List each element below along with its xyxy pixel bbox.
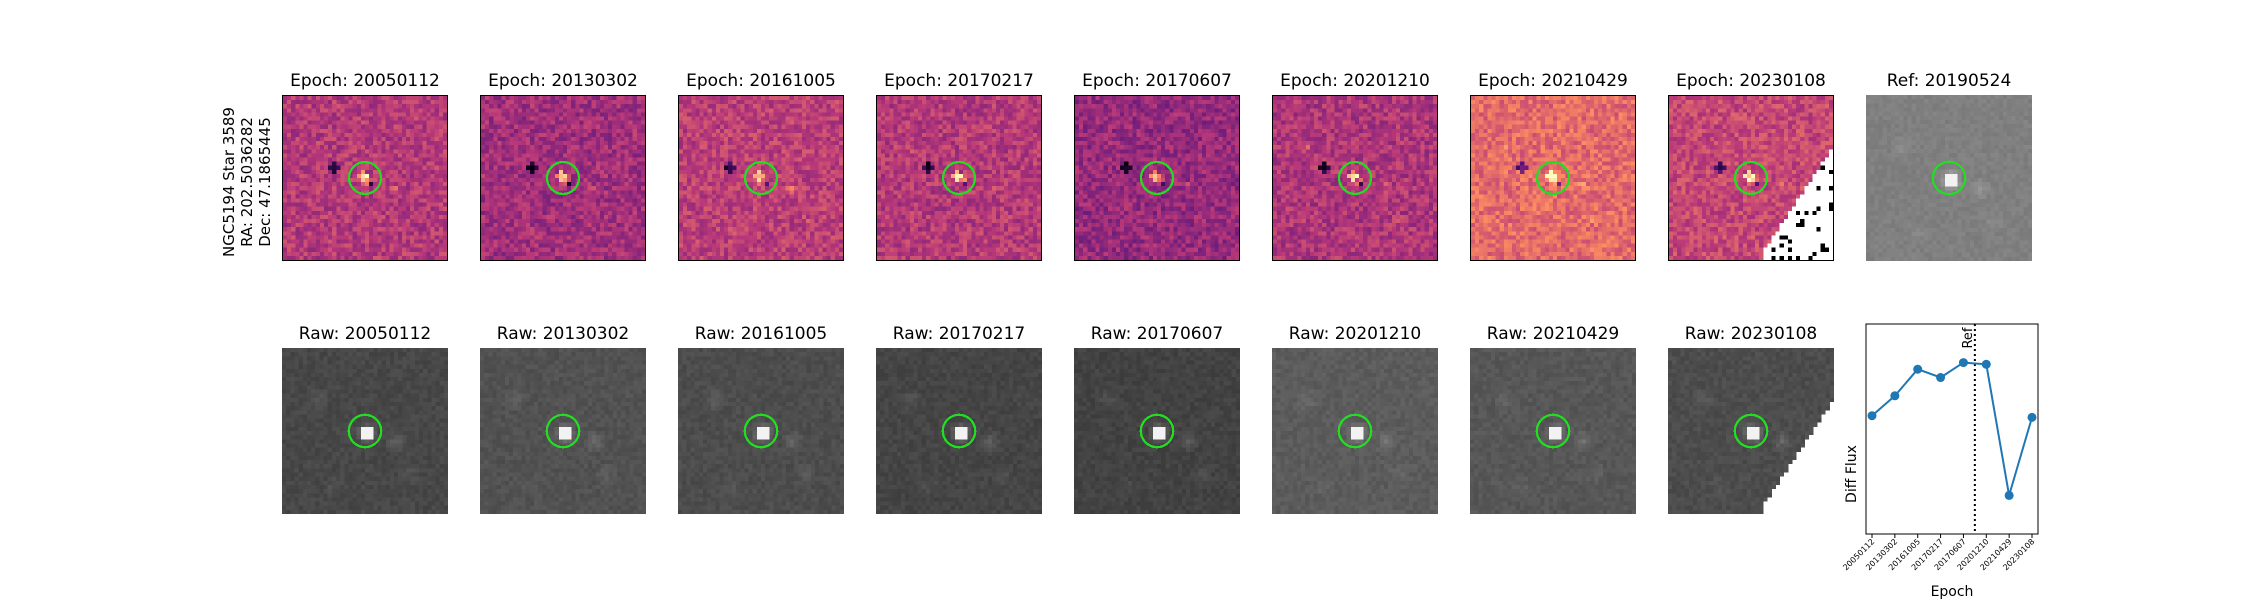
diff-flux-series-line [1872, 363, 2032, 496]
raw-panel-5-image [1272, 348, 1438, 514]
raw-panel-6-title: Raw: 20210429 [1443, 324, 1663, 344]
diff-panel-6-title: Epoch: 20210429 [1443, 71, 1663, 91]
raw-panel-5 [1272, 348, 1438, 514]
diff-panel-0 [282, 95, 448, 261]
raw-panel-3 [876, 348, 1042, 514]
raw-panel-3-title: Raw: 20170217 [849, 324, 1069, 344]
diff-panel-7-image [1669, 96, 1833, 260]
ref-panel [1866, 95, 2032, 261]
data-point-20130302 [1890, 391, 1899, 400]
chart-axes-frame [1866, 324, 2038, 534]
star-name: NGC5194 Star 3589 [220, 102, 238, 262]
ref-panel-title: Ref: 20190524 [1839, 71, 2059, 91]
raw-panel-4-title: Raw: 20170607 [1047, 324, 1267, 344]
ref-panel-image [1866, 95, 2032, 261]
raw-panel-2-image [678, 348, 844, 514]
raw-panel-4 [1074, 348, 1240, 514]
raw-panel-4-image [1074, 348, 1240, 514]
raw-panel-7-image [1668, 348, 1834, 514]
data-point-20230108 [2028, 413, 2037, 422]
y-axis-label: Diff Flux [1844, 445, 1860, 503]
light-curve-svg: Ref2005011220130302201610052017021720170… [1862, 324, 2042, 600]
diff-panel-0-image [283, 96, 447, 260]
diff-panel-3-image [877, 96, 1041, 260]
diff-panel-2 [678, 95, 844, 261]
diff-panel-6-image [1471, 96, 1635, 260]
diff-panel-5-image [1273, 96, 1437, 260]
data-point-20050112 [1868, 411, 1877, 420]
diff-panel-1-title: Epoch: 20130302 [453, 71, 673, 91]
data-point-20201210 [1982, 360, 1991, 369]
raw-panel-3-image [876, 348, 1042, 514]
diff-panel-5-title: Epoch: 20201210 [1245, 71, 1465, 91]
raw-panel-2 [678, 348, 844, 514]
raw-panel-0-title: Raw: 20050112 [255, 324, 475, 344]
diff-panel-4-title: Epoch: 20170607 [1047, 71, 1267, 91]
raw-panel-1-image [480, 348, 646, 514]
data-point-20161005 [1913, 365, 1922, 374]
raw-panel-1 [480, 348, 646, 514]
diff-panel-7-title: Epoch: 20230108 [1641, 71, 1861, 91]
diff-panel-1-image [481, 96, 645, 260]
diff-panel-6 [1470, 95, 1636, 261]
raw-panel-1-title: Raw: 20130302 [453, 324, 673, 344]
x-axis-label: Epoch [1931, 584, 1974, 600]
diff-panel-2-title: Epoch: 20161005 [651, 71, 871, 91]
diff-panel-7 [1668, 95, 1834, 261]
raw-panel-0-image [282, 348, 448, 514]
diff-panel-1 [480, 95, 646, 261]
raw-panel-5-title: Raw: 20201210 [1245, 324, 1465, 344]
diff-panel-5 [1272, 95, 1438, 261]
diff-panel-4 [1074, 95, 1240, 261]
raw-panel-7 [1668, 348, 1834, 514]
raw-panel-7-title: Raw: 20230108 [1641, 324, 1861, 344]
star-ra: RA: 202.5036282 [238, 102, 256, 262]
ref-line-label: Ref [1961, 327, 1976, 348]
raw-panel-6-image [1470, 348, 1636, 514]
raw-panel-2-title: Raw: 20161005 [651, 324, 871, 344]
raw-panel-0 [282, 348, 448, 514]
data-point-20210429 [2005, 491, 2014, 500]
raw-panel-6 [1470, 348, 1636, 514]
data-point-20170607 [1959, 358, 1968, 367]
diff-panel-2-image [679, 96, 843, 260]
diff-panel-3-title: Epoch: 20170217 [849, 71, 1069, 91]
diff-panel-4-image [1075, 96, 1239, 260]
diff-panel-3 [876, 95, 1042, 261]
star-dec: Dec: 47.1865445 [256, 102, 274, 262]
diff-panel-0-title: Epoch: 20050112 [255, 71, 475, 91]
data-point-20170217 [1936, 373, 1945, 382]
